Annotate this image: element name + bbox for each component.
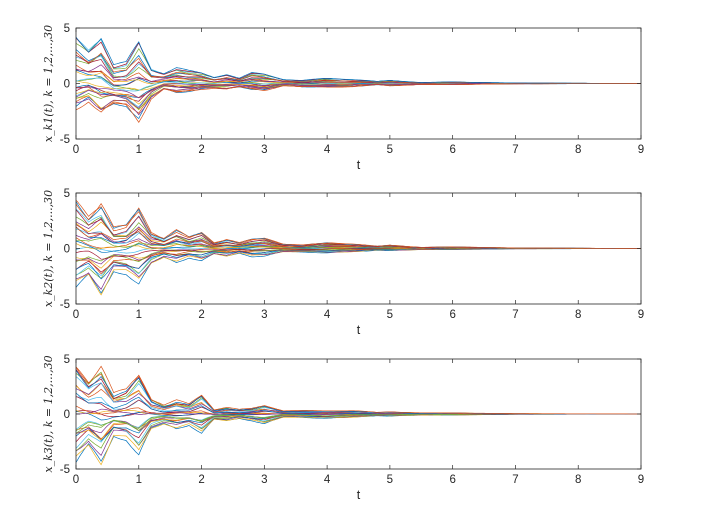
x-tick-label: 0 bbox=[73, 144, 79, 156]
x-tick-label: 3 bbox=[261, 309, 267, 321]
x-tick-label: 2 bbox=[198, 144, 204, 156]
series-line bbox=[76, 365, 641, 415]
x-tick-label: 6 bbox=[449, 144, 455, 156]
series-line bbox=[76, 413, 641, 463]
x-tick-label: 5 bbox=[387, 309, 393, 321]
x-tick-label: 4 bbox=[324, 474, 331, 486]
x-axis-label: t bbox=[357, 323, 361, 337]
x-axis-label: t bbox=[357, 488, 361, 502]
x-tick-label: 0 bbox=[73, 309, 79, 321]
x-tick-label: 8 bbox=[575, 144, 581, 156]
series-line bbox=[76, 83, 641, 123]
series-line bbox=[76, 384, 641, 415]
x-tick-label: 7 bbox=[512, 474, 518, 486]
x-tick-label: 6 bbox=[449, 474, 455, 486]
series-line bbox=[76, 203, 641, 249]
x-tick-label: 1 bbox=[136, 144, 142, 156]
series-line bbox=[76, 413, 641, 441]
x-tick-label: 7 bbox=[512, 309, 518, 321]
x-tick-label: 9 bbox=[638, 474, 644, 486]
series-line bbox=[76, 51, 641, 84]
series-line bbox=[76, 83, 641, 109]
x-tick-label: 9 bbox=[638, 309, 644, 321]
series-line bbox=[76, 413, 641, 440]
x-tick-label: 3 bbox=[261, 474, 267, 486]
series-line bbox=[76, 64, 641, 84]
series-group bbox=[76, 199, 641, 296]
series-line bbox=[76, 208, 641, 249]
x-tick-label: 1 bbox=[136, 474, 142, 486]
x-tick-label: 2 bbox=[198, 474, 204, 486]
y-axis-label: x_k1(t), k = 1,2,...,30 bbox=[42, 25, 55, 142]
x-tick-label: 5 bbox=[387, 474, 393, 486]
x-tick-label: 5 bbox=[387, 144, 393, 156]
x-tick-label: 4 bbox=[324, 144, 331, 156]
y-tick-label: 5 bbox=[64, 188, 70, 200]
series-line bbox=[76, 83, 641, 120]
series-line bbox=[76, 413, 641, 441]
x-tick-label: 7 bbox=[512, 144, 518, 156]
series-line bbox=[76, 199, 641, 249]
y-tick-label: -5 bbox=[60, 134, 70, 146]
y-tick-label: -5 bbox=[60, 464, 70, 476]
y-tick-label: 5 bbox=[64, 23, 70, 35]
y-tick-label: 5 bbox=[64, 354, 70, 366]
x-tick-label: 3 bbox=[261, 144, 267, 156]
y-tick-label: 0 bbox=[64, 409, 70, 421]
y-tick-label: 0 bbox=[64, 244, 70, 256]
x-tick-label: 8 bbox=[575, 309, 581, 321]
series-line bbox=[76, 209, 641, 249]
x-tick-label: 2 bbox=[198, 309, 204, 321]
x-tick-label: 4 bbox=[324, 309, 331, 321]
series-group bbox=[76, 36, 641, 123]
series-line bbox=[76, 36, 641, 84]
y-tick-label: -5 bbox=[60, 299, 70, 311]
x-tick-label: 0 bbox=[73, 474, 79, 486]
x-tick-label: 9 bbox=[638, 144, 644, 156]
y-axis-label: x_k2(t), k = 1,2,...,30 bbox=[42, 190, 55, 307]
x-axis-label: t bbox=[357, 158, 361, 172]
x-tick-label: 1 bbox=[136, 309, 142, 321]
x-tick-label: 6 bbox=[449, 309, 455, 321]
series-group bbox=[76, 365, 641, 466]
series-line bbox=[76, 49, 641, 84]
series-line bbox=[76, 54, 641, 84]
x-tick-label: 8 bbox=[575, 474, 581, 486]
y-tick-label: 0 bbox=[64, 79, 70, 91]
series-line bbox=[76, 382, 641, 415]
y-axis-label: x_k3(t), k = 1,2,...,30 bbox=[42, 355, 55, 472]
series-line bbox=[76, 382, 641, 415]
